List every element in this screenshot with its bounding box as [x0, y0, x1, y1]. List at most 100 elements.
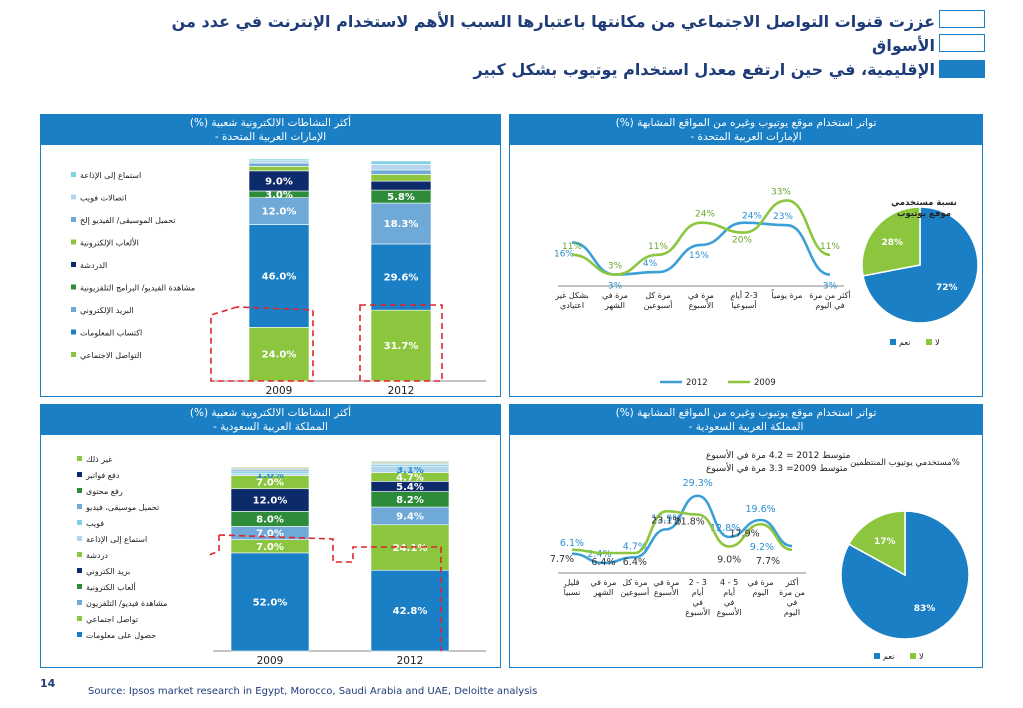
pie-slice-لا	[861, 206, 921, 277]
panel-title: أكثر النشاطات الالكترونية شعبية (%)	[189, 407, 352, 419]
panel-title: تواتر استخدام موقع يوتيوب وغيره من الموا…	[615, 407, 877, 419]
legend-label: دردشة	[86, 551, 108, 560]
legend-swatch	[71, 284, 76, 290]
bar-segment	[370, 169, 432, 175]
bar-segment	[370, 164, 432, 171]
x-tick-label: قليل	[565, 578, 580, 587]
bar-data-label: 9.4%	[396, 511, 424, 522]
panel-ksa-frequency: تواتر استخدام موقع يوتيوب وغيره من الموا…	[509, 404, 983, 668]
pie-data-label: 83%	[914, 604, 936, 614]
legend-label: الألعاب الإلكترونية	[80, 238, 139, 249]
x-tick-label: مرة كل	[645, 291, 670, 300]
bar-segment	[370, 309, 432, 382]
highlight-path	[218, 534, 442, 651]
legend-label: نعم	[899, 338, 910, 347]
point-data-label: 3%	[608, 262, 623, 272]
panel-uae-activities: أكثر النشاطات الالكترونية شعبية (%) الإم…	[40, 114, 501, 397]
legend-label: لا	[919, 652, 924, 661]
bar-data-label: 46.0%	[262, 271, 297, 282]
pie-title: نسبة مستخدمي	[891, 198, 957, 208]
legend-label: حصول على معلومات	[86, 631, 156, 640]
bar-segment	[248, 160, 310, 164]
legend-swatch	[77, 488, 82, 493]
legend-label: نعم	[883, 652, 894, 661]
legend-label: لا	[935, 338, 940, 347]
highlight-box-2009	[210, 306, 314, 382]
legend-swatch	[77, 536, 82, 541]
legend-swatch	[890, 339, 896, 345]
legend-label: استماع إلى الإذاعة	[80, 171, 141, 181]
x-tick-label: 2009	[257, 655, 284, 667]
panel-ksa-activities: أكثر النشاطات الالكترونية شعبية (%) المم…	[40, 404, 501, 668]
point-data-label: 15.9%	[651, 513, 681, 524]
legend-label: تواصل اجتماعي	[86, 615, 138, 624]
legend-label: بريد الكتروني	[86, 567, 130, 576]
x-tick-label: أكثر	[785, 577, 799, 587]
point-data-label: 11%	[562, 242, 582, 252]
legend-swatch	[77, 552, 82, 557]
x-tick-label: 2012	[388, 385, 415, 396]
bar-data-label: 7.0%	[256, 542, 284, 553]
legend-label: اتصالات فويب	[80, 194, 127, 203]
ksa-activities-chart: 52.0%7.0%7.0%8.0%12.0%7.0%1.0%200942.8%2…	[77, 455, 486, 667]
point-data-label: 17.9%	[729, 528, 759, 539]
x-tick-label: الأسبوع	[654, 587, 679, 597]
legend-label: التواصل الاجتماعي	[80, 351, 141, 360]
bar-segment	[370, 160, 432, 165]
pie-slice-لا	[847, 510, 906, 577]
legend-swatch	[874, 653, 880, 659]
bar-segment	[370, 243, 432, 311]
legend-swatch	[71, 217, 76, 222]
series-line-2009	[571, 199, 831, 276]
legend-swatch	[77, 584, 82, 589]
point-data-label: 19.6%	[745, 504, 775, 515]
panel-header: تواتر استخدام موقع يوتيوب وغيره من الموا…	[510, 115, 982, 145]
annotation-text: متوسط 2012 = 4.2 مرة في الأسبوع	[706, 449, 851, 461]
bar-segment	[370, 569, 450, 652]
annotation-text: متوسط 2009= 3.3 مرة في الأسبوع	[706, 462, 848, 474]
x-tick-label: أسبوعين	[620, 587, 649, 597]
point-data-label: 16%	[554, 249, 574, 259]
legend-swatch	[77, 456, 82, 461]
bar-segment	[370, 180, 432, 191]
panel-header: تواتر استخدام موقع يوتيوب وغيره من الموا…	[510, 405, 982, 435]
x-tick-label: مرة في	[590, 578, 616, 587]
bar-data-label: 42.8%	[393, 606, 428, 617]
bar-segment	[370, 202, 432, 245]
bar-segment	[230, 552, 310, 652]
panel-subtitle: المملكة العربية السعودية -	[688, 421, 804, 433]
x-tick-label: في اليوم	[815, 301, 844, 310]
x-tick-label: 2009	[266, 385, 293, 396]
bar-segment	[248, 158, 310, 162]
highlight-box-2012	[359, 304, 443, 382]
deco-box-2	[939, 34, 985, 52]
x-tick-label: 2012	[397, 655, 424, 667]
legend-label: ألعاب الكترونية	[86, 582, 136, 592]
bar-data-label: 24.0%	[262, 350, 297, 361]
bar-data-label: 3.0%	[265, 190, 293, 201]
legend-swatch	[77, 616, 82, 621]
x-tick-label: الشهر	[604, 301, 625, 310]
x-tick-label: مرة في	[653, 578, 679, 587]
point-data-label: 23%	[773, 212, 793, 222]
point-data-label: 4%	[643, 259, 658, 269]
uae-frequency-chart: 3%23%24%15%4%3%16%11%33%20%24%11%3%11%أك…	[554, 187, 979, 388]
legend-label: البريد الإلكتروني	[80, 306, 134, 316]
bar-segment	[248, 166, 310, 172]
point-data-label: 20%	[732, 236, 752, 246]
point-data-label: 29.3%	[683, 478, 713, 489]
bar-data-label: 1.0%	[256, 470, 284, 481]
bar-data-label: 18.3%	[384, 219, 419, 230]
point-data-label: 11%	[648, 242, 668, 252]
x-tick-label: مرة كل	[622, 578, 647, 587]
series-line-2012	[571, 494, 793, 565]
x-tick-label: مرة يومياً	[771, 289, 803, 300]
panel-header: أكثر النشاطات الالكترونية شعبية (%) المم…	[41, 405, 500, 435]
point-data-label: 15%	[689, 251, 709, 261]
bar-segment	[370, 174, 432, 182]
pie-data-label: 72%	[936, 283, 958, 293]
bar-segment	[230, 466, 310, 469]
panel-title: أكثر النشاطات الالكترونية شعبية (%)	[189, 117, 352, 129]
x-tick-label: مرة في	[688, 291, 714, 300]
legend-swatch	[77, 504, 82, 509]
